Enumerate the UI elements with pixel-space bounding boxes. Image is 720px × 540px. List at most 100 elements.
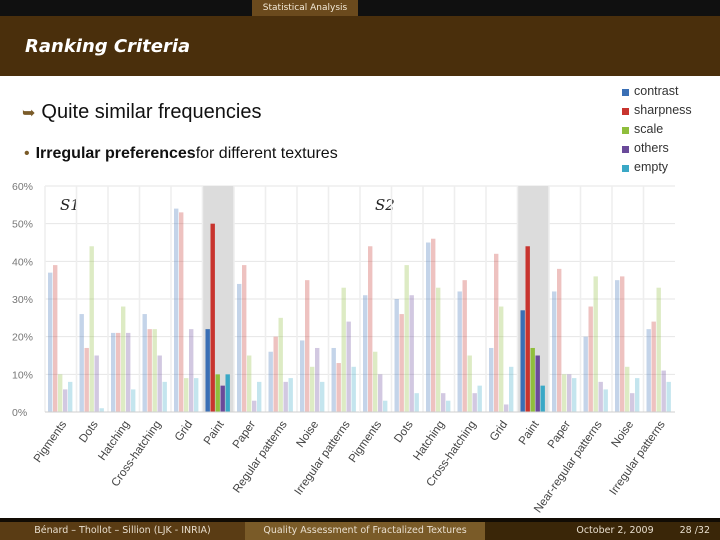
footer: Bénard – Thollot – Sillion (LJK - INRIA)… <box>0 518 720 540</box>
bar-others <box>535 355 540 412</box>
bar-others <box>94 355 99 412</box>
bar-contrast <box>646 329 651 412</box>
bar-others <box>409 295 414 412</box>
legend-label: contrast <box>634 84 679 98</box>
bar-scale <box>436 287 441 412</box>
bar-sharpness <box>273 336 278 412</box>
bar-empty <box>603 389 608 412</box>
category-label: Grid <box>488 419 510 444</box>
category-label: Near-regular patterns <box>532 419 605 516</box>
bar-contrast <box>552 291 557 412</box>
category-label: Paint <box>202 418 227 447</box>
bar-empty <box>540 385 545 412</box>
bar-others <box>315 347 320 412</box>
bar-scale <box>89 246 94 412</box>
legend-swatch <box>622 165 629 172</box>
bar-contrast <box>142 314 147 412</box>
arrow-bullet-icon: ➥ <box>22 105 36 122</box>
y-tick-label: 50% <box>12 219 33 231</box>
bar-sharpness <box>525 246 530 412</box>
bar-others <box>441 393 446 412</box>
bar-contrast <box>426 242 431 412</box>
footer-authors: Bénard – Thollot – Sillion (LJK - INRIA) <box>0 522 245 540</box>
category-label: Paint <box>517 418 542 447</box>
bar-empty <box>320 381 325 412</box>
bar-scale <box>404 265 409 412</box>
bar-scale <box>152 329 157 412</box>
bar-contrast <box>615 280 620 412</box>
bar-scale <box>121 306 126 412</box>
bar-scale <box>530 347 535 412</box>
bar-others <box>189 329 194 412</box>
bar-scale <box>341 287 346 412</box>
category-label: Irregular patterns <box>293 419 353 498</box>
legend-label: others <box>634 141 669 155</box>
bar-contrast <box>300 340 305 412</box>
footer-right: October 2, 2009 28 /32 <box>485 522 720 540</box>
section-title: Statistical Analysis <box>252 0 358 16</box>
bullet2-bold: Irregular preferences <box>35 145 196 162</box>
footer-date: October 2, 2009 <box>576 525 654 536</box>
bar-others <box>252 400 257 412</box>
bar-scale <box>593 276 598 412</box>
bar-empty <box>572 378 577 412</box>
legend-swatch <box>622 89 629 96</box>
bar-empty <box>446 400 451 412</box>
bar-scale <box>467 355 472 412</box>
bullet1-text: Quite similar frequencies <box>41 101 262 123</box>
bar-scale <box>562 374 567 412</box>
y-tick-label: 30% <box>12 294 33 306</box>
slide-header: Ranking Criteria <box>0 16 720 76</box>
bar-sharpness <box>336 363 341 412</box>
bar-contrast <box>205 329 210 412</box>
bar-contrast <box>48 272 53 412</box>
bar-sharpness <box>305 280 310 412</box>
bar-empty <box>477 385 482 412</box>
bullet-irregular-preferences: • Irregular preferencesfor different text… <box>24 145 338 163</box>
bar-contrast <box>489 347 494 412</box>
panel-label: S2 <box>375 196 395 214</box>
bar-others <box>126 332 131 412</box>
bar-empty <box>68 381 73 412</box>
bar-empty <box>414 393 419 412</box>
panel-label: S1 <box>60 196 80 214</box>
bar-scale <box>625 366 630 412</box>
bar-scale <box>215 374 220 412</box>
bar-empty <box>257 381 262 412</box>
category-label: Paper <box>546 419 574 451</box>
bar-others <box>661 370 666 412</box>
bar-scale <box>310 366 315 412</box>
page-number: 28 /32 <box>679 525 710 536</box>
legend-label: sharpness <box>634 103 692 117</box>
bar-sharpness <box>651 321 656 412</box>
bar-contrast <box>363 295 368 412</box>
legend-swatch <box>622 146 629 153</box>
bar-contrast <box>268 351 273 412</box>
bar-empty <box>666 381 671 412</box>
bar-sharpness <box>399 314 404 412</box>
footer-talk-title: Quality Assessment of Fractalized Textur… <box>245 522 485 540</box>
y-tick-label: 10% <box>12 369 33 381</box>
bar-sharpness <box>147 329 152 412</box>
bar-scale <box>278 317 283 412</box>
bar-contrast <box>331 347 336 412</box>
bar-scale <box>499 306 504 412</box>
bar-contrast <box>583 336 588 412</box>
bar-contrast <box>174 208 179 412</box>
bar-sharpness <box>431 238 436 412</box>
bar-contrast <box>520 310 525 412</box>
y-tick-label: 0% <box>12 407 27 419</box>
bar-sharpness <box>494 253 499 412</box>
bar-empty <box>225 374 230 412</box>
bar-sharpness <box>53 265 58 412</box>
legend-label: empty <box>634 160 669 174</box>
y-tick-label: 60% <box>12 181 33 193</box>
bar-others <box>567 374 572 412</box>
category-label: Paper <box>231 419 259 451</box>
slide-title: Ranking Criteria <box>25 36 191 57</box>
bar-contrast <box>394 299 399 412</box>
bar-sharpness <box>368 246 373 412</box>
bar-others <box>346 321 351 412</box>
y-tick-label: 20% <box>12 332 33 344</box>
bar-sharpness <box>179 212 184 412</box>
